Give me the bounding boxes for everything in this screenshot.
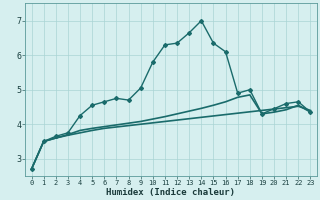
- X-axis label: Humidex (Indice chaleur): Humidex (Indice chaleur): [107, 188, 236, 197]
